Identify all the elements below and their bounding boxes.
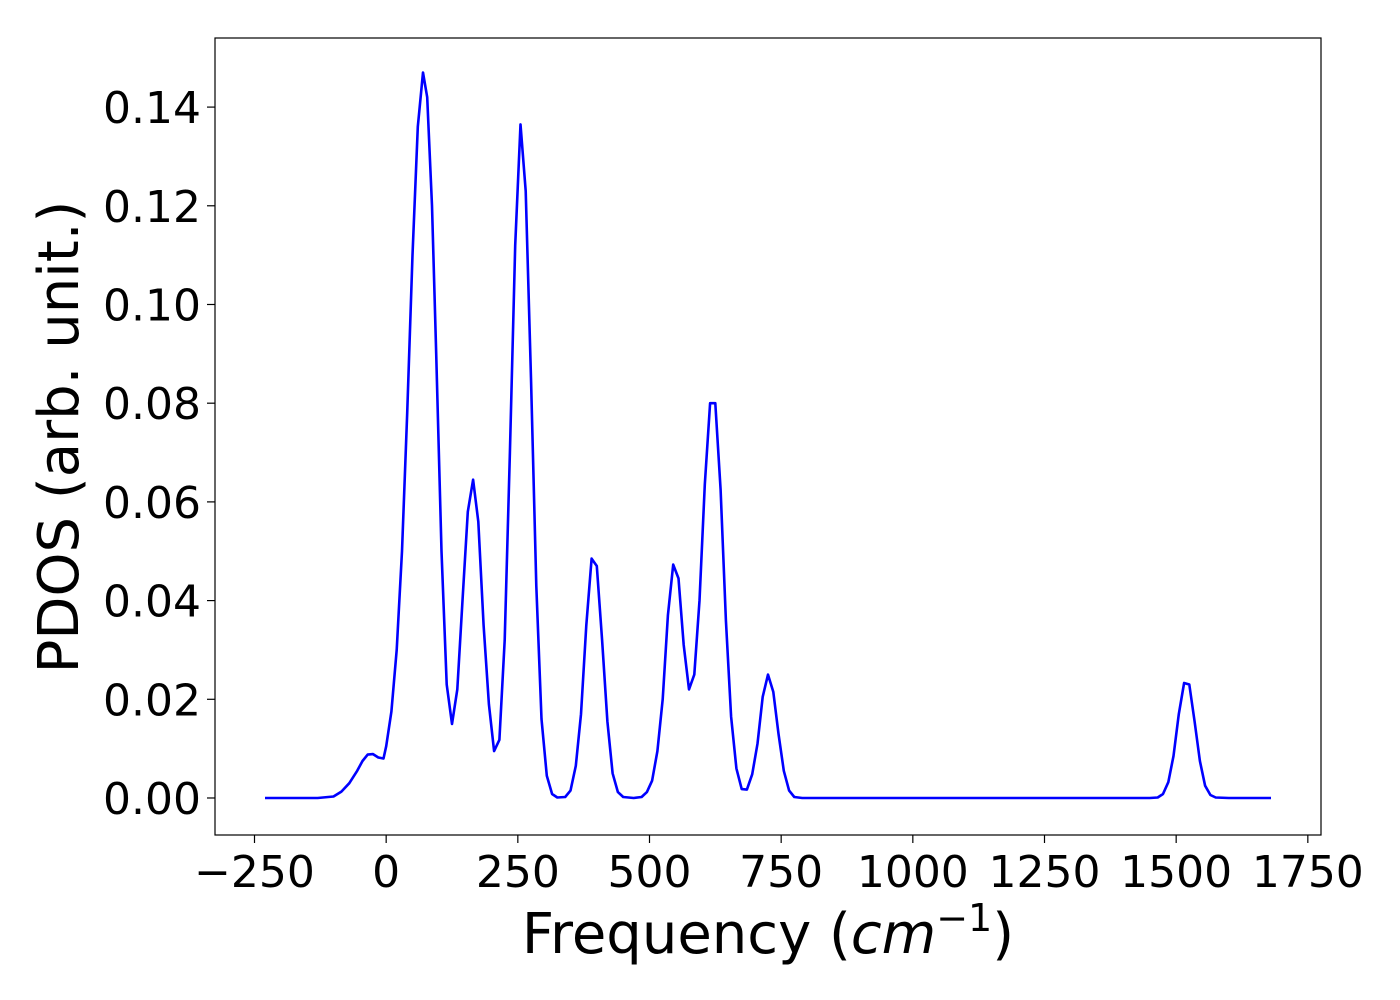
- x-tick-label: 500: [608, 847, 692, 898]
- y-tick-label: 0.00: [103, 774, 201, 825]
- x-tick-label: 0: [372, 847, 400, 898]
- x-tick-label: 1750: [1252, 847, 1364, 898]
- x-tick-label: 1000: [857, 847, 969, 898]
- y-tick-label: 0.10: [103, 280, 201, 331]
- x-tick-label: 1500: [1120, 847, 1232, 898]
- y-tick-label: 0.04: [103, 577, 201, 628]
- x-tick-label: 750: [739, 847, 823, 898]
- x-tick-label: 1250: [989, 847, 1101, 898]
- x-tick-label: 250: [476, 847, 560, 898]
- x-tick-label: −250: [194, 847, 315, 898]
- x-axis-label: Frequency (cm−1): [522, 896, 1014, 967]
- y-tick-label: 0.14: [103, 83, 201, 134]
- x-axis: −250 0 250 500 750 1000 1250 1500 1750: [194, 835, 1364, 898]
- series-line-0: [265, 71, 1271, 800]
- y-tick-label: 0.12: [103, 182, 201, 233]
- y-tick-label: 0.06: [103, 478, 201, 529]
- y-tick-label: 0.02: [103, 675, 201, 726]
- y-axis: 0.00 0.02 0.04 0.06 0.08 0.10 0.12 0.14: [103, 83, 215, 825]
- plot-frame: [214, 37, 1322, 836]
- y-tick-label: 0.08: [103, 379, 201, 430]
- y-axis-label: PDOS (arb. unit.): [27, 201, 92, 674]
